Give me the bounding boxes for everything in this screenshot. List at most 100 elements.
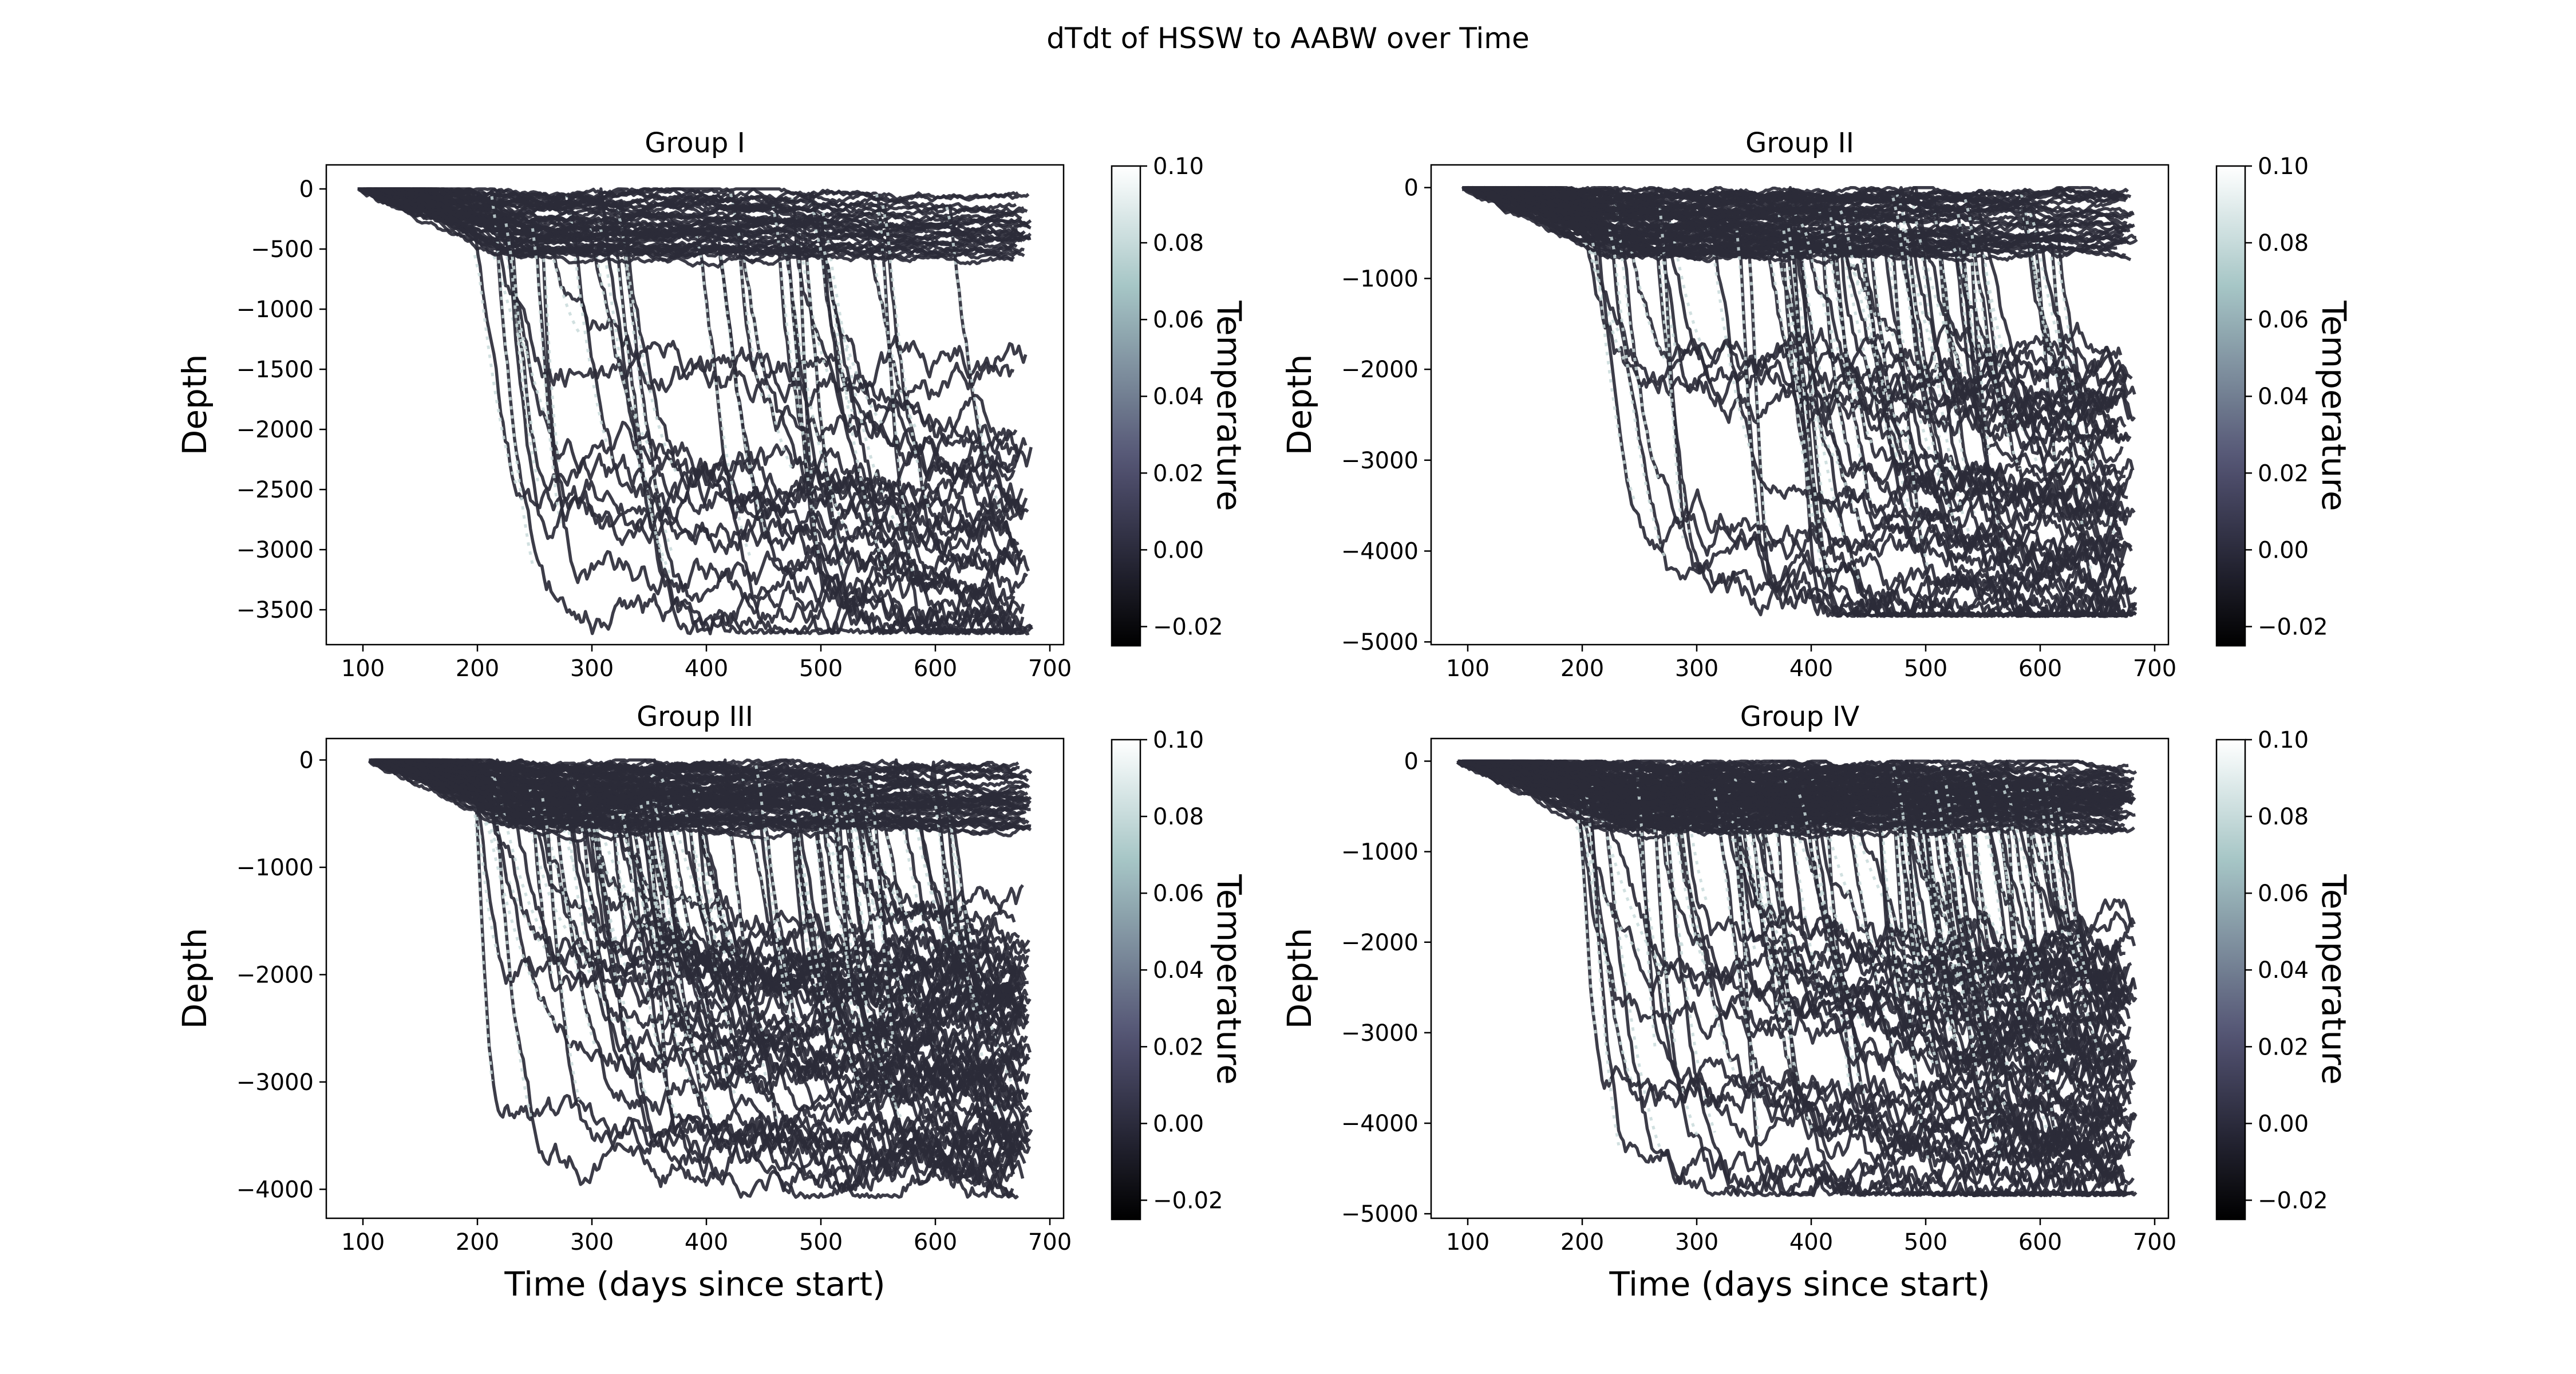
warm-segment: [609, 806, 631, 943]
warm-segment: [929, 787, 983, 1016]
y-tick-label: −3000: [236, 537, 314, 563]
trajectory-line: [1468, 761, 2120, 1165]
warm-segment: [835, 809, 856, 1033]
colorbar-label: Temperature: [1210, 300, 1249, 511]
colorbar-tick-label: −0.02: [2258, 614, 2328, 640]
warm-segment: [1905, 247, 1931, 390]
warm-segment: [1971, 208, 2048, 480]
warm-segment: [1895, 815, 1935, 1069]
warm-segment: [564, 194, 614, 460]
colorbar-tick-label: 0.06: [1153, 307, 1204, 333]
trajectory-line: [1467, 761, 2119, 787]
figure-title: dTdt of HSSW to AABW over Time: [1046, 22, 1530, 55]
y-tick-label: 0: [299, 747, 314, 773]
warm-segment: [1889, 252, 1929, 568]
colorbar-tick-label: 0.08: [1153, 804, 1204, 830]
trajectory-line: [1500, 186, 2132, 439]
warm-segment: [1576, 811, 1598, 1036]
colorbar-tick-label: 0.02: [1153, 1034, 1204, 1060]
x-tick-label: 500: [1904, 656, 1947, 682]
warm-segment: [1994, 789, 2052, 1143]
y-tick-label: −2000: [1341, 930, 1419, 956]
warm-segment: [1988, 785, 2037, 976]
warm-segment: [1735, 228, 1761, 539]
axes-frame: [1430, 164, 2170, 646]
warm-segment: [1816, 202, 1847, 446]
subplot-4: 100 200 300 400 500 600 700 0 −1000 −2000 −3000 −40…: [1280, 701, 2353, 1304]
x-tick-label: 400: [685, 656, 728, 682]
trajectory-line: [1485, 187, 2132, 618]
warm-segment: [1666, 213, 1705, 351]
x-tick-label: 100: [341, 656, 385, 682]
trajectory-line: [386, 758, 1029, 1130]
warm-segment: [2042, 778, 2105, 1063]
subplot-3: 100 200 300 400 500 600 700 0 −1000 −2000 −3000 −40…: [175, 701, 1249, 1304]
warm-segment: [1825, 243, 1874, 446]
subplot-title: Group I: [645, 127, 745, 159]
trajectory-line: [1465, 759, 2117, 831]
warm-segment: [1654, 788, 1685, 952]
subplot-2: 100 200 300 400 500 600 700 0 −1000 −2000 −3000 −40…: [1280, 127, 2353, 682]
x-tick-label: 500: [799, 656, 843, 682]
y-axis-label: Depth: [1280, 928, 1319, 1029]
warm-segment: [1969, 252, 1991, 455]
trajectory-line: [396, 188, 1033, 635]
trajectory-line: [388, 187, 1016, 579]
warm-segment: [1890, 800, 1930, 1161]
warm-segment: [1706, 227, 1756, 460]
x-tick-label: 100: [341, 1229, 385, 1255]
colorbar-tick-label: 0.10: [1153, 153, 1204, 180]
warm-segment: [2032, 789, 2059, 904]
warm-segment: [473, 254, 517, 485]
warm-segment: [1983, 817, 2032, 1057]
warm-segment: [1810, 776, 1886, 960]
x-tick-label: 600: [2018, 1229, 2062, 1255]
trajectory-line: [1497, 187, 2137, 618]
warm-segment: [696, 818, 776, 1051]
warm-segment: [472, 796, 493, 1081]
colorbar-tick-label: 0.08: [2258, 804, 2309, 830]
warm-segment: [1828, 208, 1872, 501]
warm-segment: [1668, 806, 1708, 971]
warm-segment: [539, 811, 621, 1024]
colorbar: [2215, 165, 2246, 647]
x-tick-label: 700: [2133, 1229, 2176, 1255]
y-tick-label: −5000: [1341, 629, 1419, 656]
trajectory-lines: [357, 187, 1034, 635]
colorbar-tick-label: 0.08: [1153, 230, 1204, 256]
y-tick-label: −2000: [236, 417, 314, 443]
y-tick-label: −1000: [1341, 839, 1419, 866]
warm-segment: [2021, 788, 2056, 1128]
axes-frame: [1430, 737, 2170, 1219]
warm-segment: [1891, 197, 1959, 529]
trajectory-line: [382, 759, 1026, 829]
trajectory-line: [390, 187, 1034, 635]
trajectory-line: [1481, 185, 2122, 521]
colorbar-tick-label: 0.00: [1153, 1111, 1204, 1137]
colorbar-tick-label: 0.04: [1153, 384, 1204, 410]
warm-segment: [1767, 254, 1802, 393]
y-tick-label: −2500: [236, 477, 314, 503]
x-tick-label: 100: [1446, 656, 1490, 682]
warm-segment: [1895, 194, 1958, 410]
y-tick-label: −1000: [236, 297, 314, 323]
y-axis-label: Depth: [175, 354, 214, 456]
trajectory-line: [400, 759, 1026, 1122]
warm-segment: [1934, 790, 2002, 1155]
colorbar: [1111, 165, 1141, 647]
warm-segment: [853, 793, 933, 946]
trajectory-line: [406, 758, 1019, 1097]
x-tick-label: 400: [1789, 1229, 1833, 1255]
warm-segment: [1775, 824, 1796, 1071]
warm-segment: [539, 222, 560, 463]
trajectory-lines: [1461, 185, 2138, 618]
warm-segment: [771, 204, 807, 443]
trajectory-line: [1480, 187, 2119, 429]
x-tick-label: 300: [1675, 1229, 1718, 1255]
x-tick-label: 300: [570, 1229, 614, 1255]
trajectory-line: [1470, 186, 2128, 530]
colorbar-tick-label: 0.00: [1153, 537, 1204, 563]
trajectory-line: [1468, 759, 2120, 976]
warm-segment: [1914, 221, 1973, 539]
x-axis-label: Time (days since start): [504, 1265, 885, 1304]
